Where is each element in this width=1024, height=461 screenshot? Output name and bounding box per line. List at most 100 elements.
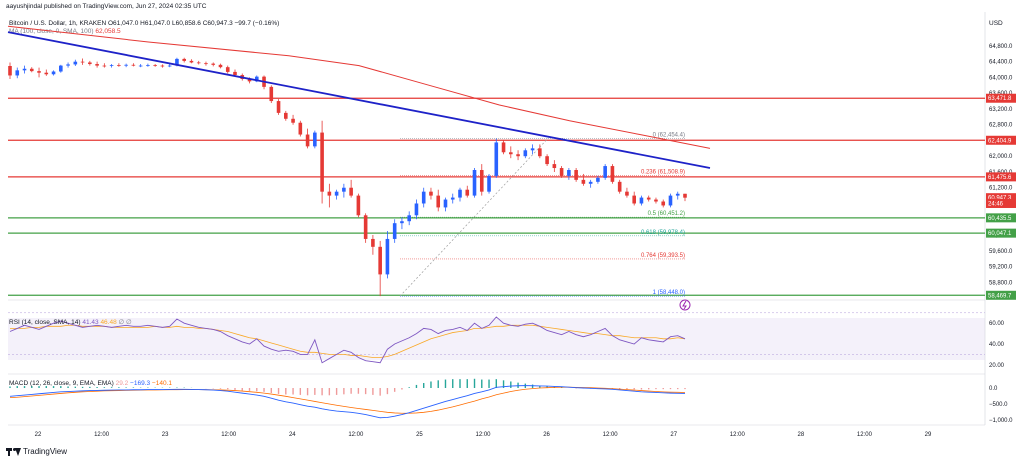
macd-axis-label: −500.0	[989, 402, 1008, 408]
candle-body	[225, 67, 230, 72]
price-axis-label: 64,000.0	[989, 75, 1013, 81]
time-axis-label: 24	[289, 432, 296, 438]
replay-icon[interactable]	[679, 299, 691, 311]
time-axis-label: 23	[162, 432, 169, 438]
symbol-line: Bitcoin / U.S. Dollar, 1h, KRAKEN O61,04…	[9, 20, 279, 27]
symbol-title[interactable]: Bitcoin / U.S. Dollar, 1h, KRAKEN	[9, 20, 107, 27]
candle-body	[204, 63, 208, 65]
price-tag-label: 60,947.3	[988, 196, 1012, 202]
macd-axis-label: −1,000.0	[989, 418, 1013, 424]
ma-value: 62,058.5	[95, 28, 121, 35]
time-axis-label: 12:00	[857, 432, 873, 438]
candle-body	[22, 68, 27, 71]
candle-body	[400, 221, 404, 224]
footer-brand-label: TradingView	[23, 447, 68, 456]
rsi-value: 41.43	[82, 319, 99, 326]
candle-body	[124, 64, 128, 66]
candlesticks[interactable]	[8, 57, 687, 297]
candle-body	[617, 181, 622, 192]
time-axis-label: 29	[925, 432, 932, 438]
price-tags: 63,471.8 62,404.9 61,475.6 60,947.324:46 60,…	[986, 93, 1016, 300]
candle-body	[356, 195, 361, 216]
rsi-line	[9, 316, 686, 364]
candle-body	[567, 170, 571, 176]
candle-body	[349, 187, 353, 196]
time-axis-label: 12:00	[348, 432, 364, 438]
candle-body	[581, 179, 586, 184]
candle-body	[603, 166, 607, 178]
candle-body	[450, 197, 455, 200]
price-axis-label: 58,800.0	[989, 280, 1013, 286]
candle-body	[479, 170, 484, 192]
price-tag-label: 60,047.1	[988, 231, 1012, 237]
candle-body	[254, 76, 259, 82]
time-axis-label: 26	[543, 432, 550, 438]
candle-body	[175, 58, 179, 66]
footer-brand[interactable]: TradingView	[6, 447, 67, 456]
rsi-axis-label: 20.00	[989, 363, 1005, 369]
candle-body	[342, 187, 346, 192]
rsi-band	[8, 318, 985, 360]
price-tag	[986, 213, 1016, 223]
candle-body	[247, 79, 252, 82]
author-line: aayushjindal published on TradingView.co…	[6, 3, 207, 10]
macd-signal-line	[9, 386, 686, 414]
candle-body	[363, 215, 368, 239]
macd-hist-value: 29.2	[115, 380, 129, 387]
price-axis[interactable]: 64,800.064,400.064,000.063,600.063,200.0…	[989, 44, 1013, 286]
candle-body	[44, 72, 49, 75]
candle-body	[66, 64, 70, 66]
candle-body	[625, 191, 629, 196]
candle-body	[574, 170, 578, 180]
trend-lines[interactable]	[7, 25, 711, 169]
candle-body	[487, 175, 491, 192]
price-tag	[986, 290, 1016, 300]
candle-body	[646, 197, 651, 200]
macd-pane[interactable]: 0.0 −500.0 −1,000.0	[9, 378, 1013, 424]
price-axis-label: 63,200.0	[989, 107, 1013, 113]
candle-body	[95, 64, 99, 66]
candle-body	[523, 150, 528, 157]
candle-body	[588, 181, 593, 184]
candle-body	[131, 64, 136, 66]
candle-body	[654, 199, 658, 202]
candle-body	[138, 65, 143, 67]
rsi-average-line	[10, 324, 686, 358]
macd-legend[interactable]: MACD (12, 26, close, 9, EMA, EMA) 29.2 −…	[9, 380, 172, 387]
rsi-legend[interactable]: RSI (14, close, SMA, 14) 41.43 46.48 ∅ ∅	[9, 318, 132, 326]
price-axis-label: 59,200.0	[989, 265, 1013, 271]
time-axis[interactable]: 22 12:00 23 12:00 24 12:00 25 12:00 26 12:00 27 12:…	[35, 432, 932, 438]
macd-label: MACD (12, 26, close, 9, EMA, EMA)	[9, 380, 114, 387]
fib-level-label: 0.236 (61,508.9)	[641, 170, 685, 176]
candle-body	[233, 71, 237, 76]
rsi-pane[interactable]: 60.00 40.00 20.00	[8, 312, 1005, 369]
candle-body	[661, 201, 666, 206]
time-axis-label: 27	[670, 432, 677, 438]
candle-body	[421, 191, 426, 204]
candle-body	[211, 63, 216, 65]
price-tag	[986, 193, 1016, 203]
candle-body	[160, 65, 165, 67]
candle-body	[73, 61, 78, 65]
candle-body	[80, 61, 85, 63]
time-axis-label: 12:00	[603, 432, 619, 438]
time-axis-label: 12:00	[475, 432, 491, 438]
fibonacci-retracement: 0 (62,454.4) 0.236 (61,508.9) 0.5 (60,451.…	[399, 132, 685, 297]
price-axis-label: 64,400.0	[989, 60, 1013, 66]
candle-body	[8, 66, 12, 76]
rsi-settings-icon[interactable]: ∅ ∅	[118, 319, 132, 326]
macd-value: −169.3	[130, 380, 151, 387]
candle-body	[385, 238, 390, 275]
macd-axis-label: 0.0	[989, 386, 998, 392]
candle-body	[276, 101, 281, 113]
time-axis-label: 25	[416, 432, 423, 438]
candle-body	[269, 86, 274, 102]
candle-body	[545, 156, 549, 165]
candle-body	[29, 68, 34, 72]
candle-body	[668, 195, 673, 206]
moving-average-line	[7, 25, 711, 149]
candle-body	[153, 65, 157, 67]
price-tag-label: 58,469.7	[988, 293, 1012, 299]
horizontal-levels	[8, 97, 985, 296]
